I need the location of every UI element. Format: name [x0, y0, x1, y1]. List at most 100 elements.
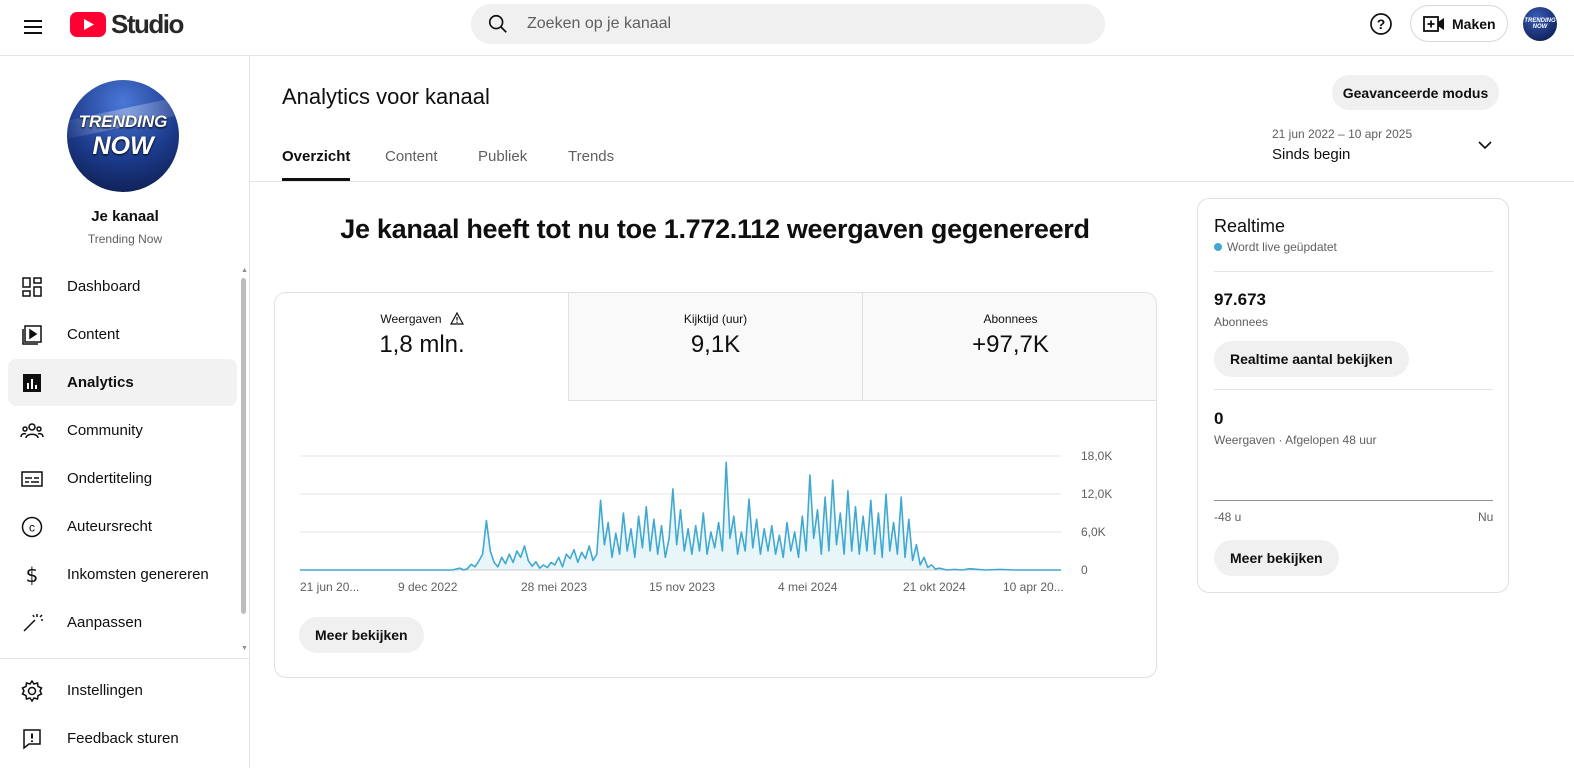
tab-audience[interactable]: Publiek [478, 148, 528, 165]
views-chart: 18,0K 12,0K 6,0K 0 21 jun 20... 9 dec 2022 28 … [300, 449, 1112, 594]
channel-title: Je kanaal [91, 208, 159, 225]
avatar-text: TRENDING [1524, 18, 1556, 24]
tab-trends[interactable]: Trends [568, 148, 615, 165]
views-48h-count: 0 [1214, 409, 1224, 428]
search-input[interactable] [527, 4, 1087, 44]
metric-tab-watch-time[interactable]: Kijktijd (uur) 9,1K [568, 293, 862, 401]
feedback-icon [23, 729, 41, 750]
svg-text:?: ? [1377, 16, 1386, 32]
x-tick-label: 15 nov 2023 [649, 580, 715, 594]
views-headline: Je kanaal heeft tot nu toe 1.772.112 wee… [340, 214, 1090, 244]
sidebar-item-copyright[interactable]: c Auteursrecht [8, 503, 237, 550]
live-text: Wordt live geüpdatet [1227, 240, 1337, 254]
date-range-label: Sinds begin [1272, 146, 1351, 163]
x-tick-label: 21 jun 20... [300, 580, 359, 594]
divider [1214, 389, 1493, 390]
realtime-title: Realtime [1214, 216, 1286, 236]
sidebar-item-customize[interactable]: Aanpassen [8, 599, 237, 646]
sidebar-item-label: Ondertiteling [67, 470, 153, 487]
sidebar-item-dashboard[interactable]: Dashboard [8, 263, 237, 310]
metric-label: Abonnees [983, 312, 1038, 326]
svg-text:$: $ [26, 563, 39, 587]
sidebar-item-label: Dashboard [67, 278, 141, 295]
page-title: Analytics voor kanaal [282, 84, 490, 109]
channel-name: Trending Now [87, 232, 163, 246]
sidebar-item-subtitles[interactable]: Ondertiteling [8, 455, 237, 502]
warning-icon[interactable] [449, 312, 464, 325]
y-tick-label: 6,0K [1081, 525, 1106, 539]
metric-label: Weergaven [380, 312, 442, 326]
live-dot-icon [1214, 243, 1222, 251]
metric-tab-views[interactable]: Weergaven 1,8 mln. [275, 293, 569, 401]
chevron-down-icon [1478, 141, 1492, 150]
youtube-logo-icon [70, 11, 106, 37]
sidebar-item-label: Inkomsten genereren [67, 566, 209, 583]
live-indicator: Wordt live geüpdatet [1214, 240, 1337, 254]
advanced-mode-button[interactable]: Geavanceerde modus [1332, 75, 1499, 110]
realtime-card: Realtime Wordt live geüpdatet 97.673 Abo… [1197, 198, 1509, 593]
y-tick-label: 18,0K [1081, 449, 1112, 463]
sidebar-item-monetization[interactable]: $ Inkomsten genereren [8, 551, 237, 598]
metric-tab-subscribers[interactable]: Abonnees +97,7K [862, 293, 1156, 401]
sidebar-item-label: Instellingen [67, 682, 143, 699]
sidebar: TRENDING NOW Je kanaal Trending Now Dash… [0, 56, 250, 768]
axis-start-label: -48 u [1214, 510, 1242, 524]
y-tick-label: 12,0K [1081, 487, 1112, 501]
sidebar-scrollbar[interactable] [241, 278, 246, 614]
sidebar-item-label: Analytics [67, 374, 134, 391]
divider [1214, 271, 1493, 272]
subscriber-label: Abonnees [1214, 315, 1269, 329]
sidebar-item-settings[interactable]: Instellingen [8, 667, 237, 714]
sidebar-item-content[interactable]: Content [8, 311, 237, 358]
tab-content[interactable]: Content [385, 148, 438, 165]
help-icon[interactable]: ? [1369, 12, 1393, 36]
menu-icon[interactable] [20, 14, 46, 40]
realtime-count-button[interactable]: Realtime aantal bekijken [1214, 341, 1409, 377]
x-tick-label: 28 mei 2023 [521, 580, 587, 594]
sidebar-item-label: Aanpassen [67, 614, 143, 631]
subtitles-icon [21, 471, 43, 487]
analytics-icon [23, 374, 41, 392]
content-icon [22, 325, 42, 345]
sidebar-item-analytics[interactable]: Analytics [8, 359, 237, 406]
metric-label-row: Weergaven [275, 312, 569, 326]
x-tick-label: 21 okt 2024 [903, 580, 966, 594]
create-label: Maken [1452, 15, 1496, 32]
dollar-icon: $ [26, 563, 39, 587]
scroll-up-icon[interactable]: ▲ [241, 267, 248, 274]
create-button[interactable]: Maken [1410, 5, 1508, 42]
metric-value: 9,1K [690, 331, 741, 358]
sidebar-item-feedback[interactable]: Feedback sturen [8, 715, 237, 762]
views-48h-label: Weergaven · Afgelopen 48 uur [1214, 433, 1377, 447]
metric-value: +97,7K [972, 331, 1049, 358]
x-tick-label: 4 mei 2024 [778, 580, 838, 594]
logo-text: Studio [111, 8, 184, 39]
subscriber-count: 97.673 [1214, 290, 1266, 309]
series-line[interactable] [300, 461, 1061, 571]
tab-bar: Overzicht Content Publiek Trends [250, 130, 1574, 182]
x-tick-label: 10 apr 20... [1003, 580, 1064, 594]
search-icon[interactable] [487, 13, 509, 35]
sidebar-item-label: Content [67, 326, 120, 343]
studio-logo[interactable]: Studio [70, 8, 184, 39]
see-more-button[interactable]: Meer bekijken [299, 617, 424, 653]
tab-overview[interactable]: Overzicht [282, 148, 351, 181]
sidebar-item-community[interactable]: Community [8, 407, 237, 454]
account-avatar[interactable]: TRENDING NOW [1523, 7, 1557, 41]
gear-icon [21, 679, 43, 703]
svg-text:c: c [29, 521, 35, 535]
sidebar-item-label: Auteursrecht [67, 518, 153, 535]
date-range-picker[interactable]: 21 jun 2022 – 10 apr 2025 Sinds begin [1263, 120, 1503, 176]
avatar-text: NOW [1532, 24, 1548, 30]
community-icon [20, 423, 44, 439]
scroll-down-icon[interactable]: ▼ [241, 645, 248, 652]
channel-avatar[interactable]: TRENDING NOW [67, 80, 179, 192]
search-bar[interactable] [471, 4, 1105, 44]
y-tick-label: 0 [1081, 563, 1088, 577]
realtime-see-more-button[interactable]: Meer bekijken [1214, 540, 1339, 576]
copyright-icon: c [21, 516, 43, 538]
add-video-icon [1423, 15, 1444, 32]
dashboard-icon [22, 277, 42, 297]
metric-label: Kijktijd (uur) [683, 312, 748, 326]
